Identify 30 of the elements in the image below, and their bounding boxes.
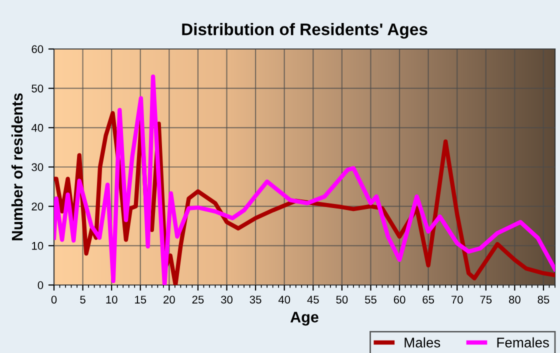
y-tick-label: 10 (32, 242, 44, 250)
y-axis-title: Number of residents (11, 93, 23, 240)
x-tick-label: 0 (51, 296, 57, 304)
y-tick-label: 20 (32, 202, 44, 210)
x-tick-label: 30 (221, 296, 233, 304)
x-tick-label: 50 (336, 296, 348, 304)
x-tick-label: 5 (80, 296, 86, 304)
x-tick-label: 35 (250, 296, 262, 304)
chart-title: Distribution of Residents' Ages (182, 23, 428, 39)
x-tick-label: 45 (307, 296, 319, 304)
y-tick-label: 40 (31, 124, 44, 132)
x-tick-label: 65 (422, 296, 434, 304)
x-tick-label: 20 (164, 296, 175, 304)
y-tick-label: 50 (32, 84, 44, 92)
y-tick-label: 0 (38, 281, 44, 290)
x-tick-label: 10 (106, 296, 118, 304)
x-tick-label: 15 (135, 296, 146, 304)
x-axis-title: Age (290, 312, 318, 326)
x-tick-label: 55 (364, 296, 376, 304)
x-tick-label: 60 (394, 296, 406, 304)
x-tick-label: 85 (538, 296, 550, 304)
y-tick-label: 60 (32, 45, 44, 54)
legend-label: Females (497, 337, 549, 348)
legend-label: Males (404, 337, 440, 348)
x-tick-label: 40 (278, 296, 290, 304)
x-tick-label: 25 (192, 296, 204, 304)
x-tick-label: 80 (508, 296, 520, 304)
y-tick-label: 30 (32, 163, 44, 172)
x-tick-label: 70 (451, 296, 463, 304)
x-tick-label: 75 (480, 296, 492, 304)
